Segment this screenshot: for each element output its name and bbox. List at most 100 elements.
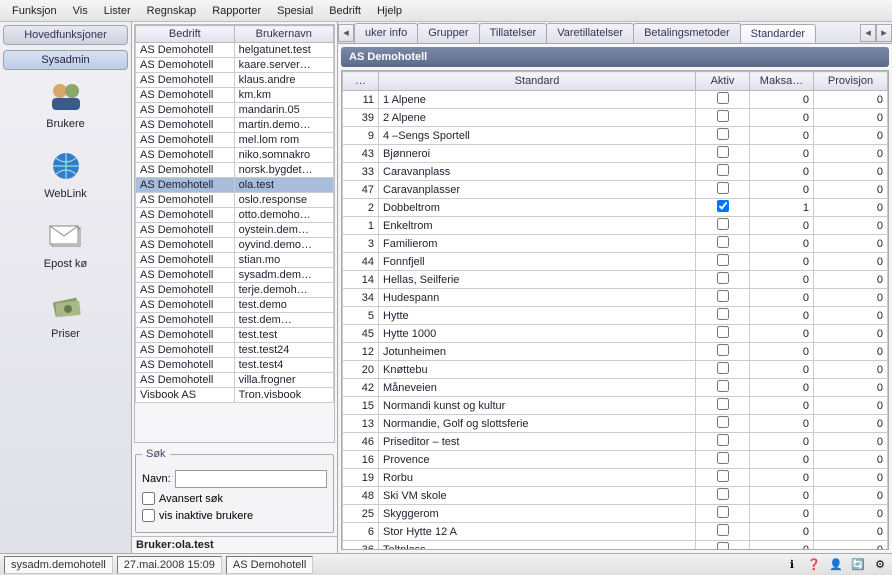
- aktiv-checkbox[interactable]: [717, 272, 729, 284]
- menu-regnskap[interactable]: Regnskap: [139, 3, 205, 19]
- user-icon[interactable]: 👤: [828, 557, 844, 573]
- standard-row[interactable]: 36Teltplass00: [343, 541, 888, 551]
- aktiv-checkbox[interactable]: [717, 110, 729, 122]
- aktiv-checkbox[interactable]: [717, 254, 729, 266]
- user-row[interactable]: AS Demohotelltest.test24: [136, 343, 334, 358]
- standard-row[interactable]: 34Hudespann00: [343, 289, 888, 307]
- advanced-checkbox[interactable]: [142, 492, 155, 505]
- search-input[interactable]: [175, 470, 327, 488]
- aktiv-checkbox[interactable]: [717, 344, 729, 356]
- aktiv-checkbox[interactable]: [717, 542, 729, 550]
- standard-row[interactable]: 48Ski VM skole00: [343, 487, 888, 505]
- standard-row[interactable]: 19Rorbu00: [343, 469, 888, 487]
- standard-row[interactable]: 12Jotunheimen00: [343, 343, 888, 361]
- standard-row[interactable]: 44Fonnfjell00: [343, 253, 888, 271]
- standard-row[interactable]: 94 –Sengs Sportell00: [343, 127, 888, 145]
- nav-weblink[interactable]: WebLink: [44, 148, 88, 200]
- standard-row[interactable]: 13Normandie, Golf og slottsferie00: [343, 415, 888, 433]
- aktiv-checkbox[interactable]: [717, 362, 729, 374]
- aktiv-checkbox[interactable]: [717, 92, 729, 104]
- aktiv-checkbox[interactable]: [717, 326, 729, 338]
- menu-hjelp[interactable]: Hjelp: [369, 3, 410, 19]
- user-row[interactable]: AS Demohotelloyvind.demo…: [136, 238, 334, 253]
- standard-row[interactable]: 46Priseditor – test00: [343, 433, 888, 451]
- standard-row[interactable]: 42Måneveien00: [343, 379, 888, 397]
- aktiv-checkbox[interactable]: [717, 470, 729, 482]
- user-row[interactable]: AS Demohotellhelgatunet.test: [136, 43, 334, 58]
- nav-brukere[interactable]: Brukere: [44, 78, 88, 130]
- user-row[interactable]: AS Demohotellotto.demoho…: [136, 208, 334, 223]
- stdcol-3[interactable]: Maksa…: [750, 72, 814, 91]
- tab-varetillatelser[interactable]: Varetillatelser: [546, 23, 634, 43]
- user-row[interactable]: AS Demohotellkaare.server…: [136, 58, 334, 73]
- nav-priser[interactable]: Priser: [44, 288, 88, 340]
- user-table[interactable]: BedriftBrukernavnAS Demohotellhelgatunet…: [134, 24, 335, 443]
- aktiv-checkbox[interactable]: [717, 128, 729, 140]
- user-row[interactable]: AS Demohotelloslo.response: [136, 193, 334, 208]
- standard-row[interactable]: 14Hellas, Seilferie00: [343, 271, 888, 289]
- standard-row[interactable]: 20Knøttebu00: [343, 361, 888, 379]
- tab-scroll-right-1[interactable]: ◂: [860, 24, 876, 42]
- standard-row[interactable]: 15Normandi kunst og kultur00: [343, 397, 888, 415]
- aktiv-checkbox[interactable]: [717, 164, 729, 176]
- tab-betalingsmetoder[interactable]: Betalingsmetoder: [633, 23, 741, 43]
- menu-spesial[interactable]: Spesial: [269, 3, 321, 19]
- aktiv-checkbox[interactable]: [717, 290, 729, 302]
- user-row[interactable]: AS Demohotellvilla.frogner: [136, 373, 334, 388]
- menu-funksjon[interactable]: Funksjon: [4, 3, 65, 19]
- info-icon[interactable]: ℹ: [784, 557, 800, 573]
- tab-grupper[interactable]: Grupper: [417, 23, 479, 43]
- nav-epostko[interactable]: Epost kø: [44, 218, 88, 270]
- menu-bedrift[interactable]: Bedrift: [321, 3, 369, 19]
- stdcol-2[interactable]: Aktiv: [696, 72, 750, 91]
- aktiv-checkbox[interactable]: [717, 452, 729, 464]
- aktiv-checkbox[interactable]: [717, 146, 729, 158]
- aktiv-checkbox[interactable]: [717, 380, 729, 392]
- standard-row[interactable]: 111 Alpene00: [343, 91, 888, 109]
- standard-row[interactable]: 25Skyggerom00: [343, 505, 888, 523]
- standard-row[interactable]: 33Caravanplass00: [343, 163, 888, 181]
- aktiv-checkbox[interactable]: [717, 218, 729, 230]
- user-row[interactable]: AS Demohotellnorsk.bygdet…: [136, 163, 334, 178]
- aktiv-checkbox[interactable]: [717, 434, 729, 446]
- aktiv-checkbox[interactable]: [717, 416, 729, 428]
- user-row[interactable]: AS Demohotellola.test: [136, 178, 334, 193]
- aktiv-checkbox[interactable]: [717, 398, 729, 410]
- standard-row[interactable]: 47Caravanplasser00: [343, 181, 888, 199]
- user-row[interactable]: AS Demohotellmandarin.05: [136, 103, 334, 118]
- standard-row[interactable]: 16Provence00: [343, 451, 888, 469]
- standard-row[interactable]: 43Bjønneroi00: [343, 145, 888, 163]
- user-row[interactable]: AS Demohotellmel.lom rom: [136, 133, 334, 148]
- user-row[interactable]: AS Demohotelloystein.dem…: [136, 223, 334, 238]
- standard-row[interactable]: 6Stor Hytte 12 A00: [343, 523, 888, 541]
- help-icon[interactable]: ❓: [806, 557, 822, 573]
- col-brukernavn[interactable]: Brukernavn: [234, 26, 333, 43]
- menu-vis[interactable]: Vis: [65, 3, 96, 19]
- aktiv-checkbox[interactable]: [717, 200, 729, 212]
- aktiv-checkbox[interactable]: [717, 308, 729, 320]
- aktiv-checkbox[interactable]: [717, 488, 729, 500]
- menu-lister[interactable]: Lister: [96, 3, 139, 19]
- user-row[interactable]: AS Demohotellstian.mo: [136, 253, 334, 268]
- standard-row[interactable]: 1Enkeltrom00: [343, 217, 888, 235]
- user-row[interactable]: AS Demohotellniko.somnakro: [136, 148, 334, 163]
- tab-scroll-left[interactable]: ◂: [338, 24, 354, 42]
- user-row[interactable]: AS Demohotellsysadm.dem…: [136, 268, 334, 283]
- aktiv-checkbox[interactable]: [717, 182, 729, 194]
- user-row[interactable]: AS Demohotellklaus.andre: [136, 73, 334, 88]
- menu-rapporter[interactable]: Rapporter: [204, 3, 269, 19]
- user-row[interactable]: AS Demohotelltest.test4: [136, 358, 334, 373]
- user-row[interactable]: AS Demohotelltest.dem…: [136, 313, 334, 328]
- stdcol-1[interactable]: Standard: [379, 72, 696, 91]
- tab-tillatelser[interactable]: Tillatelser: [479, 23, 548, 43]
- user-row[interactable]: AS Demohotellkm.km: [136, 88, 334, 103]
- user-row[interactable]: AS Demohotelltest.demo: [136, 298, 334, 313]
- gear-icon[interactable]: ⚙: [872, 557, 888, 573]
- user-row[interactable]: AS Demohotellmartin.demo…: [136, 118, 334, 133]
- standard-row[interactable]: 3Familierom00: [343, 235, 888, 253]
- aktiv-checkbox[interactable]: [717, 506, 729, 518]
- col-bedrift[interactable]: Bedrift: [136, 26, 235, 43]
- standard-row[interactable]: 2Dobbeltrom10: [343, 199, 888, 217]
- tab-uker-info[interactable]: uker info: [354, 23, 418, 43]
- standard-table-wrap[interactable]: …StandardAktivMaksa…Provisjon111 Alpene0…: [341, 70, 889, 550]
